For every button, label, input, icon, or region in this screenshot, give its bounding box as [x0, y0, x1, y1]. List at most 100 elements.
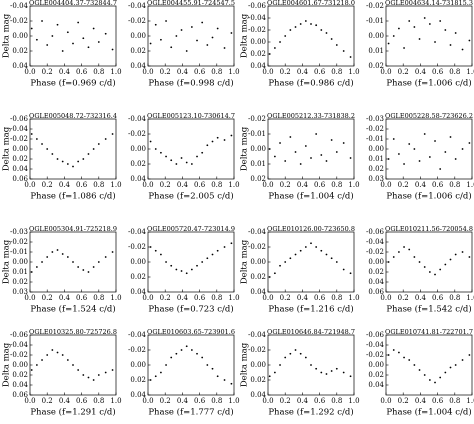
data-point: [294, 253, 297, 256]
x-tick-label: 0.0: [262, 397, 273, 405]
y-tick-label: -0.04: [128, 2, 146, 10]
x-tick-label: 0.6: [432, 181, 444, 189]
y-tick-label: -0.04: [248, 331, 266, 339]
data-point: [304, 246, 307, 248]
y-tick-label: 0.04: [12, 381, 28, 389]
x-axis-label: Phase (f=1.006 c/d): [386, 78, 471, 89]
data-point: [211, 36, 214, 39]
y-tick-label: -0.04: [10, 125, 28, 133]
data-point: [230, 134, 233, 137]
data-point: [325, 373, 328, 375]
x-tick-label: 0.8: [449, 181, 460, 189]
data-point: [304, 145, 307, 147]
data-point: [30, 271, 33, 273]
x-tick-label: 0.2: [398, 397, 409, 405]
plot-frame: [147, 5, 235, 67]
data-point: [216, 375, 219, 378]
y-axis-label: Delta mag: [2, 342, 12, 387]
y-tick-label: -0.02: [248, 26, 266, 34]
x-tick-label: 0.2: [42, 397, 53, 405]
panel-title: OGLE004634.14-731815.3: [385, 0, 473, 7]
data-point: [398, 351, 400, 354]
x-axis-label: Phase (f=1.006 c/d): [386, 191, 471, 202]
data-point: [330, 257, 333, 260]
data-point: [82, 158, 85, 160]
y-tick-label: 0.04: [130, 288, 146, 296]
data-point: [97, 261, 100, 263]
data-point: [423, 374, 426, 376]
x-tick-label: 0.4: [415, 397, 427, 405]
data-point: [51, 35, 54, 37]
data-point: [87, 376, 90, 379]
x-tick-label: 0.4: [415, 294, 427, 302]
y-tick-label: 0.00: [368, 258, 384, 266]
data-point: [428, 156, 431, 158]
y-tick-label: -0.03: [366, 115, 384, 123]
data-point: [398, 251, 400, 253]
data-point: [342, 268, 345, 271]
data-point: [289, 257, 292, 260]
y-axis-label: Delta mag: [240, 342, 250, 387]
data-point: [335, 151, 338, 153]
data-point: [87, 271, 90, 273]
y-tick-label: 0.02: [368, 371, 384, 379]
panel-title: OGLE005720.47-723014.9: [147, 225, 235, 233]
panel: OGLE005212.33-731838.2 0.0 0.2 0.4 0.6 0.8 1.0…: [240, 112, 360, 202]
data-point: [423, 17, 426, 19]
y-tick-label: -0.04: [248, 228, 266, 236]
x-tick-label: 0.2: [398, 181, 409, 189]
data-point: [423, 133, 426, 135]
data-point: [349, 375, 352, 378]
panel: OGLE005304.91-725218.9 0.0 0.2 0.4 0.6 0.8 1.0…: [2, 225, 122, 315]
y-tick-label: 0.00: [368, 361, 384, 369]
x-tick-label: 0.0: [142, 68, 153, 76]
panel-title: OGLE010211.56-720054.8: [385, 225, 473, 233]
data-point: [72, 261, 74, 263]
y-tick-label: 0.04: [12, 62, 28, 70]
panel-title: OGLE010741.81-722701.7: [385, 328, 473, 336]
data-point: [268, 375, 271, 378]
data-point: [273, 272, 276, 275]
y-tick-label: 0.01: [12, 268, 28, 276]
data-point: [279, 142, 281, 144]
y-tick-label: 0.02: [130, 273, 146, 281]
data-point: [61, 253, 64, 255]
y-tick-label: 0.04: [368, 278, 384, 286]
x-tick-label: 0.8: [331, 294, 342, 302]
data-point: [30, 27, 33, 30]
data-point: [56, 351, 59, 354]
data-point: [46, 256, 49, 258]
data-point: [35, 38, 38, 41]
panel-title: OGLE005048.72-732316.4: [29, 112, 117, 120]
x-tick-label: 0.8: [331, 181, 342, 189]
x-tick-label: 0.2: [160, 68, 171, 76]
data-point: [444, 151, 447, 153]
plot-frame: [147, 334, 235, 396]
plot-frame: [267, 5, 355, 67]
y-tick-label: -0.02: [248, 115, 266, 123]
x-tick-label: 0.6: [432, 294, 444, 302]
data-point: [77, 369, 80, 371]
plot-frame: [29, 5, 117, 67]
data-point: [201, 21, 204, 24]
panel-title: OGLE010603.65-723901.6: [147, 328, 235, 336]
x-tick-label: 0.4: [177, 181, 189, 189]
y-tick-label: 0.02: [368, 268, 384, 276]
x-tick-label: 0.8: [211, 397, 222, 405]
data-point: [461, 48, 464, 51]
x-tick-label: 1.0: [348, 68, 359, 76]
data-point: [51, 349, 54, 351]
x-tick-label: 0.4: [59, 397, 71, 405]
x-tick-label: 0.2: [160, 294, 171, 302]
data-point: [87, 46, 90, 49]
data-point: [180, 349, 183, 351]
x-axis-label: Phase (f=1.291 c/d): [30, 407, 115, 418]
data-point: [325, 253, 328, 256]
x-axis-label: Phase (f=1.292 c/d): [268, 407, 353, 418]
data-point: [35, 266, 38, 268]
data-point: [289, 29, 292, 31]
y-tick-label: 0.00: [250, 361, 266, 369]
x-tick-label: 0.8: [93, 294, 104, 302]
data-point: [92, 379, 95, 381]
y-tick-label: -0.06: [366, 331, 384, 339]
